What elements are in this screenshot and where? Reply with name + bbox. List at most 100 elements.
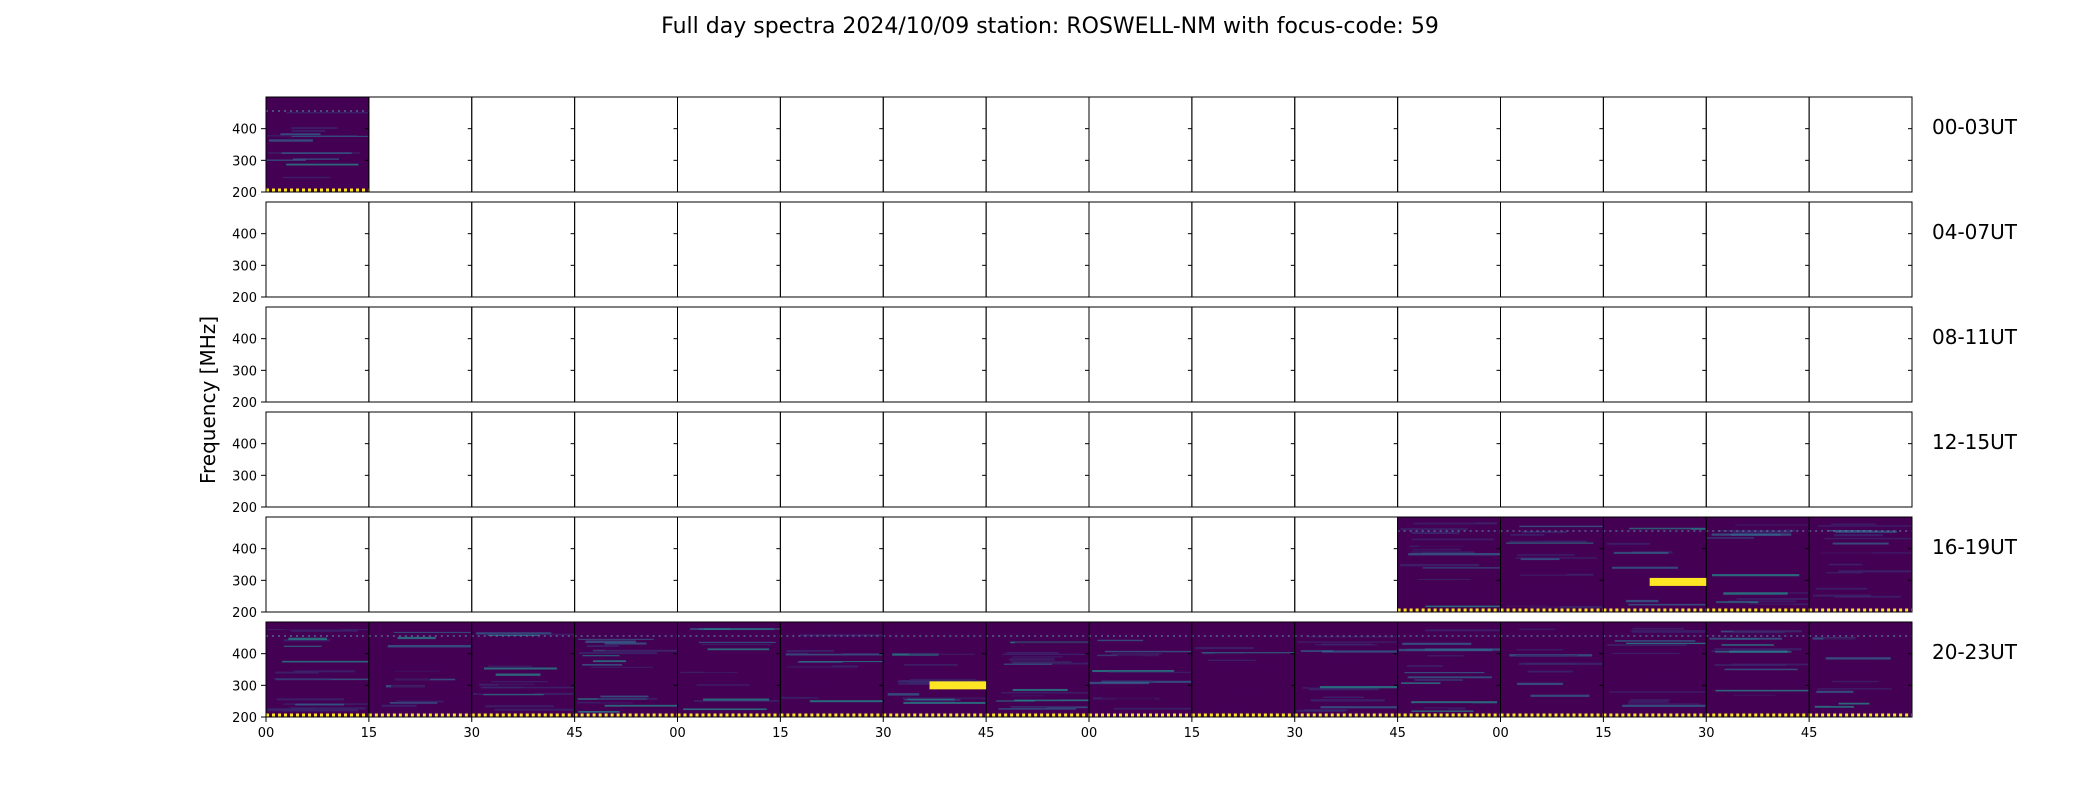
noise-streak	[683, 708, 767, 711]
noise-streak	[1706, 537, 1755, 539]
x-tick-label: 15	[772, 726, 789, 741]
panel-frame	[1705, 306, 1810, 403]
noise-streak	[1625, 591, 1699, 593]
spectrum-panel	[1603, 622, 1707, 717]
noise-streak	[1207, 659, 1256, 661]
noise-streak	[268, 139, 313, 142]
noise-streak	[1734, 678, 1782, 682]
noise-streak	[275, 671, 319, 674]
noise-streak	[1517, 641, 1592, 644]
noise-streak	[282, 660, 369, 663]
noise-streak	[1809, 556, 1850, 558]
noise-streak	[1623, 672, 1688, 675]
noise-streak	[1620, 539, 1656, 542]
noise-streak	[887, 693, 920, 696]
panel-frame	[368, 201, 473, 298]
noise-streak	[1307, 683, 1398, 685]
noise-streak	[890, 665, 957, 668]
noise-streak	[993, 661, 1085, 663]
panel-frame	[368, 516, 473, 613]
noise-streak	[1406, 589, 1483, 592]
noise-streak	[1809, 586, 1884, 588]
noise-streak	[1406, 665, 1443, 667]
noise-streak	[1515, 655, 1565, 658]
noise-streak	[1509, 593, 1572, 595]
noise-streak	[385, 682, 472, 685]
noise-streak	[1401, 680, 1459, 684]
noise-streak	[1612, 669, 1677, 673]
noise-streak	[1195, 681, 1261, 684]
panel-frame	[779, 306, 884, 403]
noise-streak	[700, 691, 746, 694]
noise-streak	[806, 627, 846, 630]
noise-streak	[1718, 604, 1793, 607]
noise-streak	[1712, 703, 1753, 706]
noise-streak	[913, 627, 964, 629]
noise-streak	[1424, 593, 1501, 596]
noise-streak	[484, 667, 557, 670]
noise-streak	[1830, 704, 1898, 707]
noise-streak	[1197, 631, 1292, 634]
panel-frame	[1397, 306, 1501, 403]
noise-streak	[1715, 651, 1792, 653]
noise-streak	[593, 660, 627, 663]
noise-streak	[1833, 655, 1874, 658]
noise-streak	[1821, 692, 1873, 694]
noise-streak	[1822, 671, 1880, 674]
noise-streak	[904, 699, 961, 701]
x-tick-label: 30	[463, 726, 480, 741]
noise-streak	[798, 661, 884, 663]
noise-streak	[393, 680, 427, 683]
noise-streak	[577, 701, 633, 704]
noise-streak	[1817, 688, 1892, 690]
panel-frame	[1088, 96, 1193, 193]
noise-streak	[1011, 697, 1059, 700]
noise-streak	[1610, 535, 1667, 538]
noise-streak	[1118, 647, 1192, 650]
noise-streak	[374, 691, 408, 694]
noise-streak	[1195, 647, 1254, 650]
noise-streak	[1304, 709, 1348, 712]
panel-frame	[265, 201, 370, 298]
noise-streak	[1831, 523, 1876, 525]
noise-streak	[1503, 656, 1538, 659]
noise-streak	[1097, 639, 1144, 642]
noise-streak	[1824, 632, 1912, 635]
spectrum-panel	[986, 622, 1089, 717]
noise-streak	[1815, 587, 1868, 590]
noise-streak	[1826, 649, 1861, 652]
noise-streak	[1111, 653, 1162, 655]
noise-streak	[1321, 657, 1359, 660]
noise-streak	[281, 652, 317, 654]
noise-streak	[276, 101, 313, 103]
panel-frame	[677, 306, 781, 403]
noise-streak	[1214, 652, 1288, 655]
y-tick-label: 300	[232, 574, 257, 589]
noise-streak	[707, 648, 770, 651]
noise-streak	[266, 159, 306, 161]
noise-streak	[1520, 573, 1567, 575]
noise-streak	[1422, 567, 1501, 569]
noise-streak	[1516, 649, 1564, 651]
panel-frame	[882, 516, 987, 613]
noise-streak	[387, 645, 472, 648]
noise-streak	[1508, 605, 1560, 608]
noise-streak	[1012, 656, 1063, 658]
row-label: 04-07UT	[1932, 220, 2018, 244]
noise-streak	[1723, 592, 1788, 595]
noise-streak	[1115, 698, 1155, 700]
noise-streak	[898, 682, 942, 685]
noise-streak	[1813, 546, 1886, 548]
noise-streak	[283, 639, 330, 642]
noise-streak	[278, 172, 324, 174]
noise-streak	[789, 667, 849, 670]
noise-streak	[1512, 673, 1604, 676]
noise-streak	[1402, 642, 1472, 645]
noise-streak	[1009, 658, 1055, 661]
noise-streak	[1613, 648, 1705, 651]
noise-streak	[702, 709, 763, 712]
noise-streak	[699, 659, 781, 661]
panel-frame	[471, 411, 576, 508]
noise-streak	[797, 661, 843, 663]
noise-streak	[1400, 528, 1468, 531]
